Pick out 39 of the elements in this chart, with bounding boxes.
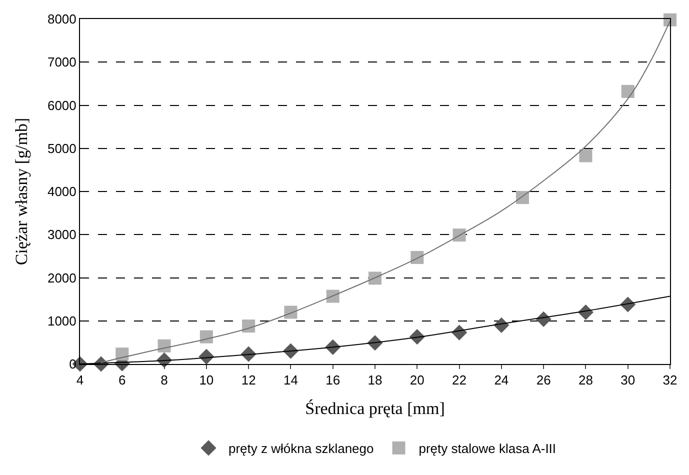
- x-axis-title: Średnica pręta [mm]: [305, 399, 445, 418]
- point: [116, 348, 129, 361]
- y-tick-label: 7000: [47, 54, 76, 70]
- x-tick-label: 30: [620, 372, 636, 388]
- y-tick-label: 8000: [47, 12, 76, 27]
- point: [579, 149, 592, 162]
- x-tick-label: 20: [410, 372, 424, 388]
- x-tick-label: 12: [241, 372, 256, 388]
- x-tick-label: 18: [368, 372, 382, 388]
- x-tick-label: 16: [326, 372, 340, 388]
- point: [158, 339, 171, 352]
- point: [326, 290, 340, 303]
- x-tick-label: 22: [452, 372, 467, 388]
- y-tick-label: 4000: [47, 184, 76, 200]
- x-tick-label: 24: [494, 372, 509, 388]
- point: [284, 306, 298, 319]
- x-tick-label: 14: [283, 372, 298, 388]
- point: [368, 272, 382, 285]
- legend-label: pręty stalowe klasa A-III: [418, 441, 556, 456]
- x-tick-label: 8: [160, 372, 168, 388]
- y-tick-label: 2000: [47, 270, 76, 286]
- x-tick-label: 6: [118, 372, 126, 388]
- x-tick-label: 10: [199, 372, 214, 388]
- x-tick-label: 32: [662, 372, 678, 388]
- y-tick-label: 3000: [47, 227, 76, 242]
- x-tick-label: 28: [578, 372, 593, 388]
- point: [410, 250, 424, 264]
- x-tick-label: 4: [76, 372, 84, 388]
- point: [621, 84, 634, 98]
- y-tick-label: 1000: [47, 313, 76, 328]
- point: [200, 330, 213, 344]
- point: [242, 320, 256, 333]
- point: [516, 191, 529, 204]
- legend-label: pręty z włókna szklanego: [228, 441, 374, 456]
- point: [452, 228, 466, 242]
- y-tick-label: 5000: [47, 140, 76, 156]
- x-tick-label: 26: [536, 372, 551, 388]
- y-axis-title: Ciężar własny [g/mb]: [12, 118, 32, 266]
- y-tick-label: 6000: [47, 98, 76, 113]
